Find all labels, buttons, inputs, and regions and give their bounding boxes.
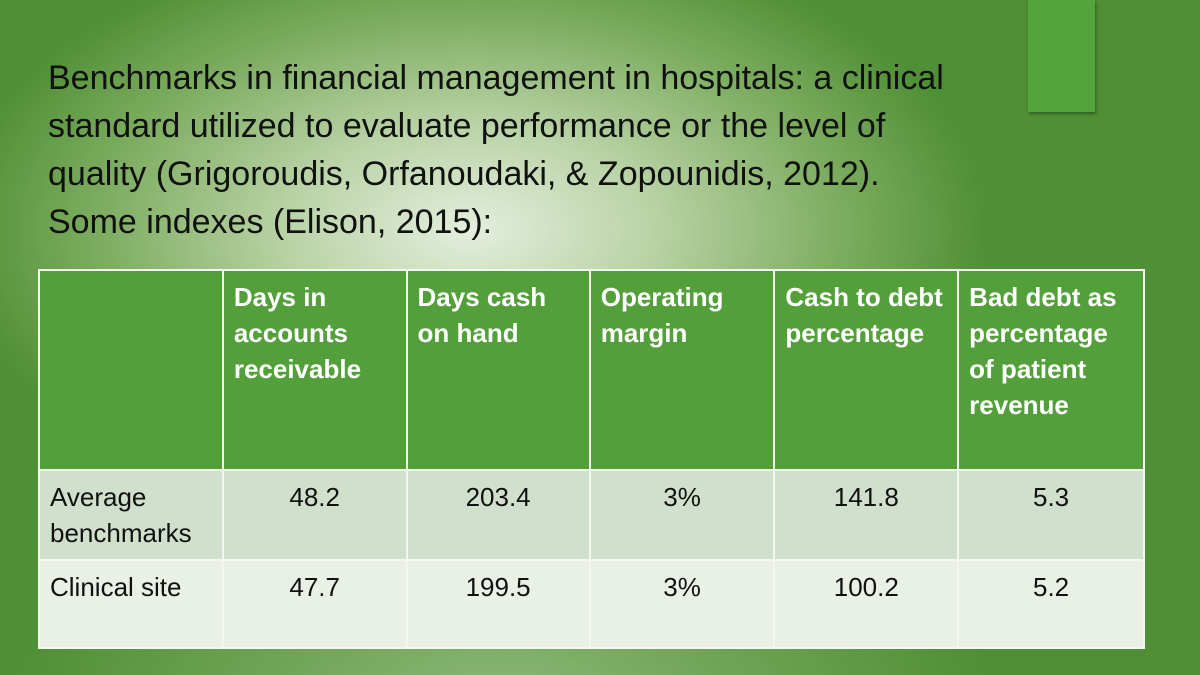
decorative-accent-bar: [1028, 0, 1095, 112]
row-label: Clinical site: [38, 559, 224, 649]
title-line: standard utilized to evaluate performanc…: [48, 107, 886, 145]
title-line: Benchmarks in financial management in ho…: [48, 59, 944, 97]
table-cell: 203.4: [405, 469, 591, 561]
table-cell: 141.8: [773, 469, 960, 561]
header-cell: Cash to debt percentage: [773, 269, 960, 471]
table-cell: 5.3: [957, 469, 1145, 561]
header-row: Days in accounts receivable Days cash on…: [38, 269, 1145, 471]
header-cell: Bad debt as percentage of patient revenu…: [957, 269, 1145, 471]
table-cell: 100.2: [773, 559, 960, 649]
title-line: quality (Grigoroudis, Orfanoudaki, & Zop…: [48, 155, 880, 193]
title-line: Some indexes (Elison, 2015):: [48, 203, 493, 241]
slide-title: Benchmarks in financial management in ho…: [48, 54, 1128, 246]
table-cell: 47.7: [221, 559, 408, 649]
row-label: Average benchmarks: [38, 469, 224, 561]
table-cell: 3%: [588, 469, 776, 561]
header-cell: Days cash on hand: [405, 269, 591, 471]
table-cell: 5.2: [957, 559, 1145, 649]
header-cell: Operating margin: [588, 269, 776, 471]
table-cell: 48.2: [221, 469, 408, 561]
header-cell: Days in accounts receivable: [221, 269, 408, 471]
table-row: Average benchmarks 48.2 203.4 3% 141.8 5…: [38, 469, 1145, 561]
table-cell: 199.5: [405, 559, 591, 649]
table-row: Clinical site 47.7 199.5 3% 100.2 5.2: [38, 559, 1145, 649]
table-cell: 3%: [588, 559, 776, 649]
benchmark-table: Days in accounts receivable Days cash on…: [38, 269, 1145, 649]
header-cell: [38, 269, 224, 471]
